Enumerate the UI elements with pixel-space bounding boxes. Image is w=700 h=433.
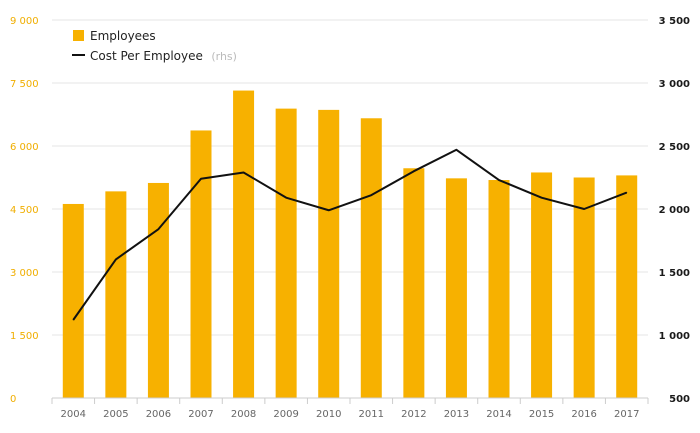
bar-employees-2011 (360, 118, 382, 398)
right-axis-tick-label: 3 500 (659, 16, 690, 27)
legend-cost-label: Cost Per Employee (90, 49, 203, 63)
right-axis-tick-label: 2 500 (659, 142, 690, 153)
bars (62, 90, 638, 399)
bar-employees-2012 (403, 168, 425, 398)
line-point-2012 (413, 170, 415, 172)
legend-cost-note: (rhs) (211, 50, 237, 63)
axes: 0 1 500 3 000 4 500 6 000 7 500 9 000 500 1 000 1… (10, 16, 690, 420)
bar-employees-2008 (233, 90, 255, 398)
line-point-2014 (498, 179, 500, 181)
bar-employees-2010 (318, 109, 340, 398)
x-axis-tick-label: 2012 (401, 409, 426, 420)
bar-employees-2004 (62, 203, 84, 398)
line-point-2016 (583, 208, 585, 210)
x-axis-tick-label: 2016 (571, 409, 596, 420)
bar-employees-2006 (147, 182, 169, 398)
bar-employees-2009 (275, 108, 297, 399)
cost-line (72, 148, 628, 321)
bar-employees-2013 (445, 178, 467, 398)
line-point-2007 (200, 178, 202, 180)
legend-employees-swatch (73, 30, 84, 41)
x-axis-tick-label: 2004 (61, 409, 86, 420)
x-axis-tick-label: 2010 (316, 409, 341, 420)
bar-employees-2007 (190, 130, 212, 398)
bar-employees-2015 (531, 172, 553, 398)
x-axis-tick-label: 2005 (103, 409, 128, 420)
x-axis-tick-label: 2011 (359, 409, 384, 420)
right-axis-tick-label: 1 000 (659, 331, 690, 342)
line-point-2017 (626, 192, 628, 194)
x-axis-tick-label: 2008 (231, 409, 256, 420)
right-axis-tick-label: 2 000 (659, 205, 690, 216)
left-axis-tick-label: 4 500 (10, 205, 39, 216)
x-axis-tick-label: 2006 (146, 409, 171, 420)
line-point-2013 (455, 149, 457, 151)
legend: Employees Cost Per Employee (rhs) (72, 29, 237, 64)
x-axis-tick-label: 2007 (188, 409, 213, 420)
line-point-2010 (328, 209, 330, 211)
line-point-2011 (370, 194, 372, 196)
x-axis-tick-label: 2013 (444, 409, 469, 420)
left-axis-tick-label: 0 (10, 394, 16, 405)
line-point-2006 (157, 228, 159, 230)
legend-cost-label-group: Cost Per Employee (rhs) (90, 47, 237, 64)
line-cost-per-employee (72, 148, 628, 321)
left-axis-tick-label: 3 000 (10, 268, 39, 279)
bar-employees-2017 (616, 175, 638, 398)
line-point-2009 (285, 197, 287, 199)
x-axis-tick-label: 2015 (529, 409, 554, 420)
right-axis-tick-label: 3 000 (659, 79, 690, 90)
gridlines (52, 19, 648, 336)
line-point-2004 (72, 319, 74, 321)
left-axis-tick-label: 7 500 (10, 79, 39, 90)
line-point-2015 (541, 197, 543, 199)
bar-employees-2016 (573, 177, 595, 398)
left-axis-tick-label: 9 000 (10, 16, 39, 27)
x-axis-tick-label: 2017 (614, 409, 639, 420)
right-axis-tick-label: 1 500 (659, 268, 690, 279)
bar-employees-2014 (488, 180, 510, 398)
x-axis-tick-label: 2014 (486, 409, 511, 420)
left-axis-tick-label: 6 000 (10, 142, 39, 153)
line-point-2005 (115, 258, 117, 260)
x-axis-tick-label: 2009 (273, 409, 298, 420)
right-axis-tick-label: 500 (669, 394, 690, 405)
line-point-2008 (243, 171, 245, 173)
bar-employees-2005 (105, 191, 127, 398)
left-axis-tick-label: 1 500 (10, 331, 39, 342)
legend-employees-label: Employees (90, 29, 156, 43)
